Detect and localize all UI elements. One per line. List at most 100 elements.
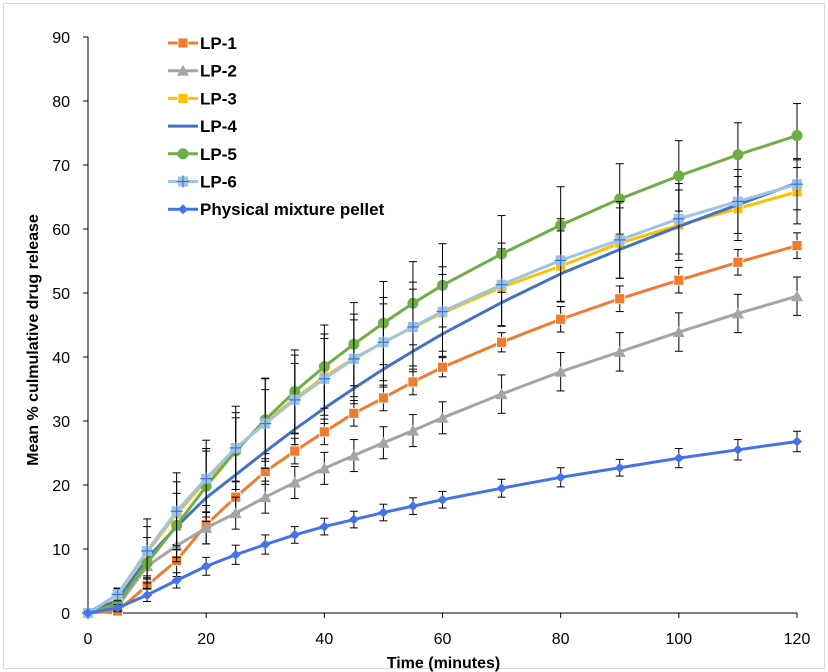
data-point — [496, 336, 507, 348]
y-tick-label: 0 — [61, 606, 70, 623]
data-point — [672, 212, 685, 225]
legend-marker — [178, 204, 188, 215]
data-point — [555, 313, 567, 325]
y-tick-label: 80 — [52, 94, 70, 111]
data-point — [672, 326, 685, 338]
data-point — [791, 240, 803, 252]
data-point — [347, 352, 360, 365]
data-point — [289, 445, 301, 457]
data-point — [673, 170, 685, 182]
legend-marker — [177, 93, 189, 104]
legend-marker — [177, 64, 189, 76]
data-point — [495, 388, 508, 400]
data-point — [613, 345, 626, 357]
data-point — [406, 424, 419, 436]
data-point — [348, 407, 360, 419]
data-point — [112, 602, 123, 613]
data-point — [288, 476, 301, 488]
series-6 — [82, 158, 803, 619]
data-point — [673, 274, 685, 286]
x-tick-label: 0 — [84, 631, 93, 648]
data-point — [377, 436, 390, 448]
data-point — [732, 149, 744, 161]
legend-label: LP-2 — [200, 62, 237, 81]
series-7 — [83, 430, 802, 618]
data-point — [289, 529, 300, 540]
data-point — [792, 436, 802, 447]
data-point — [259, 417, 272, 430]
data-point — [407, 376, 419, 388]
data-point — [141, 544, 154, 557]
data-point — [171, 575, 182, 586]
data-point — [732, 256, 744, 268]
data-point — [170, 505, 183, 518]
data-point — [318, 426, 330, 438]
data-point — [83, 608, 93, 618]
x-tick-label: 60 — [434, 631, 452, 648]
x-tick-label: 40 — [315, 631, 333, 648]
data-point — [613, 233, 626, 246]
data-point — [377, 336, 390, 349]
data-point — [319, 521, 330, 532]
legend-label: Physical mixture pellet — [200, 200, 385, 219]
data-point — [731, 195, 744, 208]
data-point — [436, 305, 449, 318]
chart-frame — [3, 3, 825, 669]
legend-item: LP-1 — [168, 34, 237, 53]
legend-label: LP-4 — [200, 117, 237, 136]
y-tick-label: 50 — [52, 286, 70, 303]
y-tick-label: 90 — [52, 30, 70, 47]
data-point — [142, 590, 153, 601]
data-point — [732, 444, 743, 455]
data-point — [436, 411, 449, 423]
data-point — [378, 507, 389, 518]
legend-item: LP-4 — [168, 117, 237, 136]
legend-marker — [177, 148, 189, 160]
legend-label: LP-1 — [200, 34, 237, 53]
data-point — [554, 365, 567, 377]
data-point — [791, 130, 803, 142]
y-tick-label: 30 — [52, 414, 70, 431]
series-3 — [82, 159, 803, 619]
x-tick-label: 80 — [552, 631, 570, 648]
y-tick-label: 10 — [52, 542, 70, 559]
legend: LP-1 LP-2 LP-3 LP-4 LP-5 LP-6 Physical mixture… — [168, 34, 385, 219]
data-point — [111, 588, 124, 601]
legend-item: LP-3 — [168, 89, 237, 108]
data-point — [791, 290, 803, 302]
data-point — [230, 549, 241, 560]
legend-item: LP-6 — [168, 173, 237, 192]
y-tick-label: 40 — [52, 350, 70, 367]
data-point — [791, 178, 803, 191]
data-point — [260, 539, 271, 550]
legend-item: LP-5 — [168, 145, 237, 164]
y-tick-label: 70 — [52, 158, 70, 175]
y-tick-label: 20 — [52, 478, 70, 495]
y-tick-label: 60 — [52, 222, 70, 239]
data-point — [229, 507, 242, 519]
data-point — [200, 521, 213, 533]
data-point — [554, 254, 567, 267]
data-point — [496, 483, 507, 494]
legend-item: Physical mixture pellet — [168, 200, 385, 219]
data-point — [318, 372, 331, 385]
x-axis-title: Time (minutes) — [387, 655, 501, 672]
legend-label: LP-6 — [200, 173, 237, 192]
data-point — [495, 278, 508, 291]
legend-marker — [177, 37, 189, 49]
legend-label: LP-5 — [200, 145, 237, 164]
data-point — [259, 491, 272, 503]
data-point — [288, 393, 301, 406]
data-point — [406, 320, 419, 333]
data-point — [614, 462, 625, 473]
x-tick-label: 100 — [665, 631, 692, 648]
data-point — [614, 293, 626, 305]
series-line — [87, 439, 798, 615]
data-point — [347, 449, 360, 461]
data-point — [731, 307, 744, 319]
y-axis-title: Mean % culmulative drug release — [25, 214, 42, 466]
data-point — [318, 462, 331, 474]
legend-item: LP-2 — [168, 62, 237, 81]
data-point — [348, 514, 359, 525]
